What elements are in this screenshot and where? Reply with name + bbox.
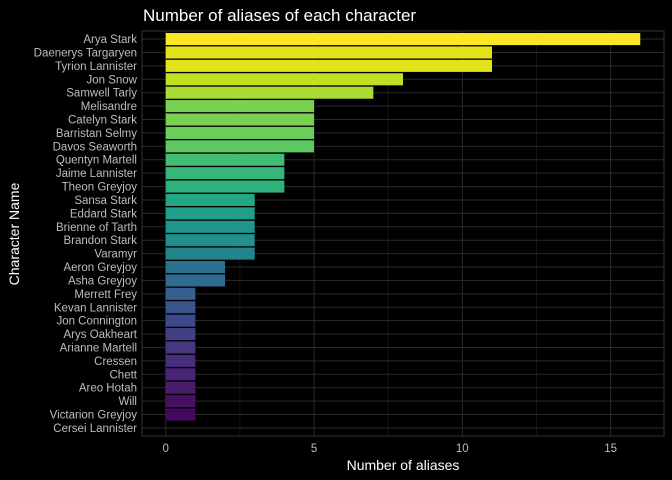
x-axis-title: Number of aliases — [347, 457, 460, 473]
bar — [165, 395, 196, 408]
y-tick-label: Barristan Selmy — [56, 128, 137, 140]
bar — [165, 234, 255, 247]
y-tick-label: Brienne of Tarth — [56, 222, 137, 234]
bar — [165, 260, 226, 274]
x-tick-labels: 0 5 10 15 — [163, 443, 617, 455]
bar — [165, 247, 255, 260]
y-tick-label: Eddard Stark — [70, 208, 137, 220]
bar — [165, 140, 315, 153]
bar — [165, 368, 196, 381]
panel-border — [141, 30, 665, 437]
y-tick-label: Melisandre — [81, 101, 137, 113]
bar — [165, 207, 255, 220]
bar — [165, 46, 492, 59]
bar — [165, 100, 315, 113]
bar — [165, 328, 196, 341]
y-tick-label: Kevan Lannister — [54, 302, 137, 314]
y-tick-label: Chett — [110, 369, 138, 381]
y-tick-label: Jon Snow — [86, 74, 137, 86]
x-tick-label: 0 — [163, 443, 169, 455]
bar — [165, 59, 492, 72]
y-tick-label: Brandon Stark — [63, 235, 137, 247]
bar — [165, 381, 196, 394]
y-tick-label: Quentyn Martell — [56, 155, 137, 167]
x-tick-label: 10 — [456, 443, 469, 455]
y-tick-label: Aeron Greyjoy — [63, 262, 137, 274]
y-tick-label: Areo Hotah — [79, 383, 137, 395]
y-axis-title: Character Name — [6, 182, 22, 285]
bar — [165, 314, 196, 327]
bar — [165, 153, 285, 166]
x-tick-label: 15 — [604, 443, 617, 455]
y-tick-label: Varamyr — [94, 249, 137, 261]
y-tick-label: Cressen — [94, 356, 137, 368]
bar — [165, 86, 374, 99]
y-tick-label: Catelyn Stark — [68, 115, 137, 127]
bar — [165, 73, 403, 86]
y-tick-label: Asha Greyjoy — [68, 275, 137, 287]
chart-title: Number of aliases of each character — [143, 6, 416, 25]
bar — [165, 33, 641, 46]
bar — [165, 126, 315, 139]
y-tick-label: Arianne Martell — [60, 342, 137, 354]
bar — [165, 220, 255, 233]
y-tick-label: Merrett Frey — [74, 289, 137, 301]
y-tick-label: Davos Seaworth — [53, 141, 137, 153]
y-tick-label: Arys Oakheart — [64, 329, 138, 341]
bar — [165, 287, 196, 300]
y-tick-label: Daenerys Targaryen — [34, 47, 137, 59]
y-tick-label: Jon Connington — [56, 316, 137, 328]
bar — [165, 167, 285, 180]
y-tick-label: Theon Greyjoy — [62, 182, 138, 194]
bar — [165, 408, 196, 421]
x-tick-label: 5 — [311, 443, 317, 455]
bar — [165, 274, 226, 287]
y-tick-label: Tyrion Lannister — [55, 61, 137, 73]
y-tick-label: Will — [118, 396, 137, 408]
y-tick-label: Samwell Tarly — [66, 88, 137, 100]
bars — [165, 33, 641, 421]
bar — [165, 180, 285, 193]
y-tick-label: Sansa Stark — [74, 195, 137, 207]
y-tick-label: Arya Stark — [83, 34, 137, 46]
bar — [165, 354, 196, 367]
y-tick-label: Jaime Lannister — [56, 168, 137, 180]
bar — [165, 193, 255, 207]
bar — [165, 113, 315, 126]
y-tick-label: Cersei Lannister — [53, 423, 137, 435]
bar — [165, 301, 196, 314]
bar — [165, 341, 196, 354]
y-tick-label: Victarion Greyjoy — [50, 410, 138, 422]
